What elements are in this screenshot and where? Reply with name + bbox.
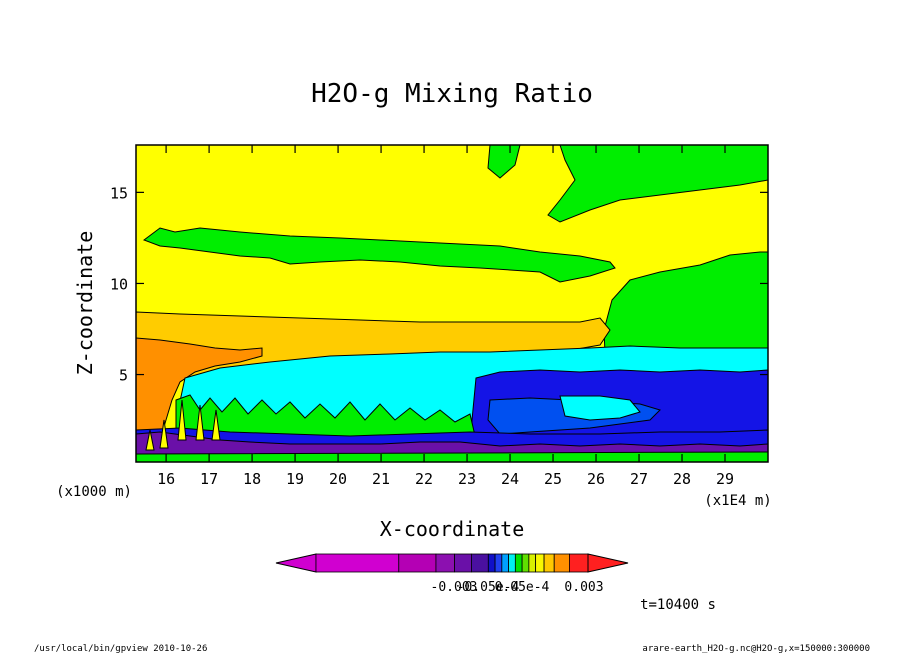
colorbar-swatch-9 <box>514 553 523 573</box>
contour-fields <box>136 145 768 462</box>
colorbar-labels: -0.003-0.05e-40.05e-4 0.003 <box>431 580 604 595</box>
band-upper-green-top2 <box>487 145 521 179</box>
band-upper-green-strip <box>142 227 616 283</box>
colorbar-swatch-13 <box>543 553 555 573</box>
footer-left: /usr/local/bin/gpview 2010-10-26 <box>34 644 207 654</box>
x-tick-label-12: 28 <box>673 470 691 488</box>
colorbar-label-2: 0.05e-4 <box>495 580 550 595</box>
spikes-left <box>145 399 221 451</box>
colorbar-swatch-7 <box>501 553 509 573</box>
band-low-green <box>175 394 477 441</box>
x-tick-label-4: 20 <box>329 470 347 488</box>
colorbar-label-3: 0.003 <box>564 580 603 595</box>
colorbar-swatch-12 <box>535 553 545 573</box>
x-tick-label-11: 27 <box>630 470 648 488</box>
colorbar-label-1: -0.05e-4 <box>457 580 520 595</box>
footer-right: arare-earth_H2O-g.nc@H2O-g,x=150000:3000… <box>642 644 870 654</box>
colorbar-swatch-3 <box>454 553 472 573</box>
y-unit-note: (x1000 m) <box>56 484 132 500</box>
band-cyan-patch <box>559 395 641 421</box>
y-tick-label-1: 10 <box>110 275 128 293</box>
colorbar-swatch-6 <box>494 553 503 573</box>
x-unit-note: (x1E4 m) <box>704 493 771 509</box>
colorbar-swatch-2 <box>435 553 455 573</box>
x-axis-label: X-coordinate <box>380 517 525 541</box>
band-bottom-green <box>136 451 768 462</box>
chart-title: H2O-g Mixing Ratio <box>311 79 593 109</box>
x-tick-label-13: 29 <box>716 470 734 488</box>
time-label: t=10400 s <box>640 597 716 613</box>
colorbar-swatch-10 <box>521 553 530 573</box>
colorbar-swatch-4 <box>471 553 489 573</box>
x-tick-label-10: 26 <box>587 470 605 488</box>
colorbar <box>275 553 629 573</box>
x-tick-label-2: 18 <box>243 470 261 488</box>
y-axis-label: Z-coordinate <box>73 231 97 376</box>
colorbar-label-0: -0.003 <box>431 580 478 595</box>
band-low-purple <box>136 431 768 457</box>
plot-frame <box>135 144 769 463</box>
band-upper-green-top <box>547 145 768 223</box>
colorbar-swatch-11 <box>528 553 537 573</box>
y-axis: 5 10 15 <box>110 184 768 385</box>
x-tick-label-8: 24 <box>501 470 519 488</box>
x-tick-label-6: 22 <box>415 470 433 488</box>
x-tick-label-5: 21 <box>372 470 390 488</box>
colorbar-swatch-0 <box>315 553 400 573</box>
colorbar-swatch-8 <box>508 553 516 573</box>
x-axis: 16 17 18 19 20 21 22 23 24 25 26 27 28 29 <box>157 145 734 488</box>
x-tick-label-7: 23 <box>458 470 476 488</box>
colorbar-swatch-14 <box>553 553 570 573</box>
x-tick-label-0: 16 <box>157 470 175 488</box>
colorbar-swatch-15 <box>569 553 589 573</box>
colorbar-right-arrow <box>587 553 629 573</box>
colorbar-swatch-1 <box>398 553 437 573</box>
y-tick-label-2: 15 <box>110 184 128 202</box>
y-tick-label-0: 5 <box>119 367 128 385</box>
colorbar-left-arrow <box>275 553 317 573</box>
colorbar-swatch-5 <box>487 553 496 573</box>
x-tick-label-3: 19 <box>286 470 304 488</box>
x-tick-label-9: 25 <box>544 470 562 488</box>
x-tick-label-1: 17 <box>200 470 218 488</box>
